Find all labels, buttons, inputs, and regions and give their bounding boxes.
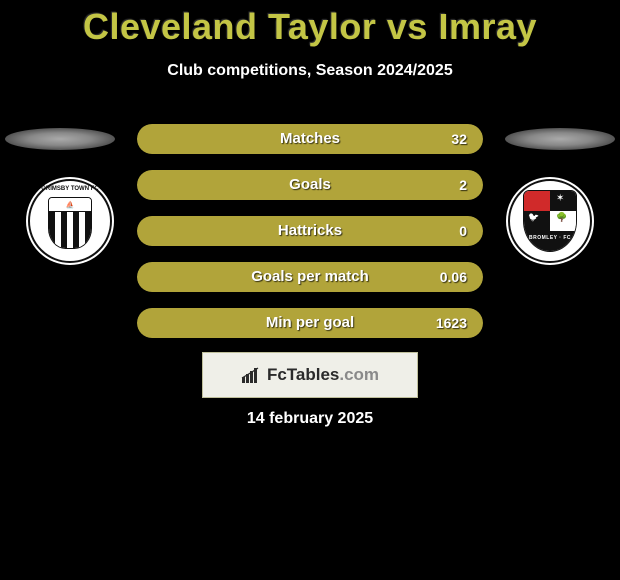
page-title: Cleveland Taylor vs Imray: [0, 0, 620, 48]
right-club-badge: BROMLEY · FC: [506, 177, 594, 265]
stat-label: Goals: [137, 170, 483, 200]
shadow-ellipse-right: [505, 128, 615, 150]
fctables-wordmark: FcTables.com: [267, 365, 379, 385]
fctables-logo-box: FcTables.com: [202, 352, 418, 398]
bromley-banner: BROMLEY · FC: [524, 231, 576, 251]
stat-row-goals-per-match: Goals per match 0.06: [137, 262, 483, 292]
bromley-crest-icon: BROMLEY · FC: [508, 179, 592, 263]
stat-value: 0: [459, 216, 467, 246]
chart-line-icon: [241, 367, 259, 381]
quarter-tree-icon: [550, 211, 576, 231]
logo-tables: Tables: [287, 365, 340, 384]
stat-value: 1623: [436, 308, 467, 338]
stat-label: Matches: [137, 124, 483, 154]
stats-panel: Matches 32 Goals 2 Hattricks 0 Goals per…: [137, 124, 483, 354]
stat-row-matches: Matches 32: [137, 124, 483, 154]
shadow-ellipse-left: [5, 128, 115, 150]
logo-dotcom: .com: [339, 365, 379, 384]
stat-label: Goals per match: [137, 262, 483, 292]
quarter-red-icon: [524, 191, 550, 211]
left-club-badge: GRIMSBY TOWN FC ⛵: [26, 177, 114, 265]
logo-fc: Fc: [267, 365, 287, 384]
stat-row-min-per-goal: Min per goal 1623: [137, 308, 483, 338]
grimsby-crest-icon: GRIMSBY TOWN FC ⛵: [28, 179, 112, 263]
stat-value: 2: [459, 170, 467, 200]
quarter-star-icon: [550, 191, 576, 211]
comparison-infographic: Cleveland Taylor vs Imray Club competiti…: [0, 0, 620, 580]
stat-label: Min per goal: [137, 308, 483, 338]
chart-icon: [241, 367, 261, 383]
stat-row-hattricks: Hattricks 0: [137, 216, 483, 246]
stripes-icon: [49, 212, 91, 249]
boat-icon: ⛵: [66, 201, 75, 209]
stat-label: Hattricks: [137, 216, 483, 246]
quarter-bird-icon: [524, 211, 550, 231]
grimsby-shield-icon: ⛵: [48, 197, 92, 249]
grimsby-ring-text: GRIMSBY TOWN FC: [41, 186, 98, 192]
bromley-shield-icon: BROMLEY · FC: [523, 190, 577, 252]
page-subtitle: Club competitions, Season 2024/2025: [0, 62, 620, 80]
generation-date: 14 february 2025: [0, 410, 620, 428]
stat-row-goals: Goals 2: [137, 170, 483, 200]
stat-value: 0.06: [440, 262, 467, 292]
stat-value: 32: [451, 124, 467, 154]
